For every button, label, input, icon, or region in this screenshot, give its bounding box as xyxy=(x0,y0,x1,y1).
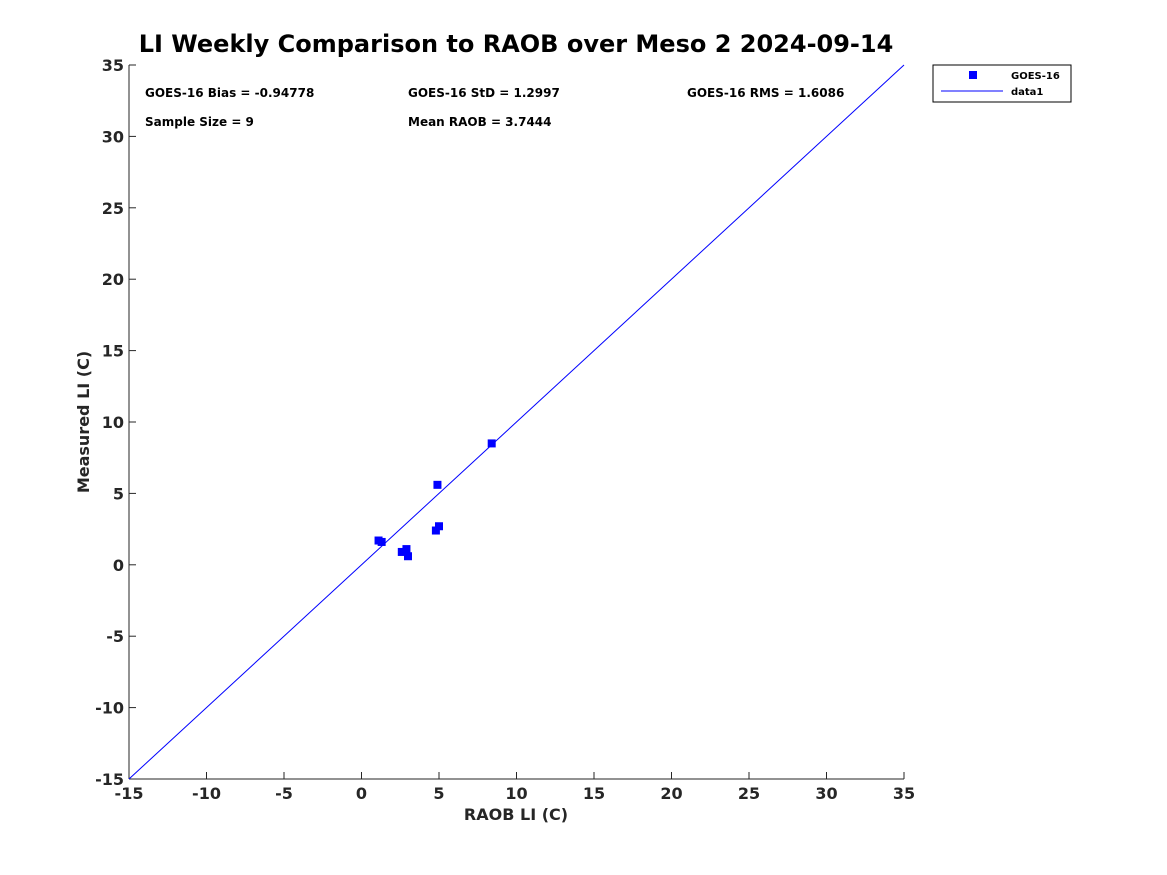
legend: GOES-16 data1 xyxy=(932,64,1072,103)
legend-marker-goes16 xyxy=(969,71,977,79)
chart-title: LI Weekly Comparison to RAOB over Meso 2… xyxy=(139,30,894,58)
y-tick-label: 20 xyxy=(102,270,124,289)
y-tick-label: 10 xyxy=(102,413,124,432)
y-tick-label: 5 xyxy=(113,484,124,503)
x-tick-label: -5 xyxy=(275,784,293,803)
x-tick-label: 35 xyxy=(893,784,915,803)
y-tick-label: -5 xyxy=(106,627,124,646)
x-axis-label: RAOB LI (C) xyxy=(464,805,568,824)
data-point xyxy=(435,522,443,531)
y-tick-label: 25 xyxy=(102,199,124,218)
data-point xyxy=(404,552,412,561)
legend-label-goes16: GOES-16 xyxy=(1011,71,1060,82)
data-point xyxy=(377,537,386,546)
y-tick-label: 35 xyxy=(102,56,124,75)
plot-area: -15 -10 -5 0 5 10 15 20 25 30 35 -15 -10 -5 0 5 10 15 20 25… xyxy=(95,56,915,803)
mean-raob-annotation: Mean RAOB = 3.7444 xyxy=(408,115,552,129)
x-tick-label: 5 xyxy=(433,784,444,803)
x-tick-label: 15 xyxy=(583,784,605,803)
x-tick-label: 25 xyxy=(738,784,760,803)
data-point xyxy=(433,480,442,489)
x-tick-label: 0 xyxy=(356,784,367,803)
data-point xyxy=(487,439,496,448)
bias-annotation: GOES-16 Bias = -0.94778 xyxy=(145,86,314,100)
data-point xyxy=(402,545,411,554)
x-tick-label: -15 xyxy=(115,784,144,803)
legend-box xyxy=(932,64,1072,103)
one-to-one-line xyxy=(128,64,905,780)
x-tick-label: 20 xyxy=(660,784,682,803)
x-tick-label: -10 xyxy=(192,784,221,803)
data-point xyxy=(397,547,406,556)
y-tick-label: -10 xyxy=(95,699,124,718)
y-tick-label: 0 xyxy=(113,556,124,575)
y-tick-label: 15 xyxy=(102,342,124,361)
sample-size-annotation: Sample Size = 9 xyxy=(145,115,254,129)
x-tick-label: 10 xyxy=(505,784,527,803)
y-axis-label: Measured LI (C) xyxy=(74,351,93,493)
x-tick-label: 30 xyxy=(815,784,837,803)
legend-label-data1: data1 xyxy=(1011,87,1043,98)
y-tick-label: 30 xyxy=(102,127,124,146)
data-point xyxy=(431,526,440,535)
y-tick-label: -15 xyxy=(95,770,124,789)
std-annotation: GOES-16 StD = 1.2997 xyxy=(408,86,560,100)
rms-annotation: GOES-16 RMS = 1.6086 xyxy=(687,86,844,100)
